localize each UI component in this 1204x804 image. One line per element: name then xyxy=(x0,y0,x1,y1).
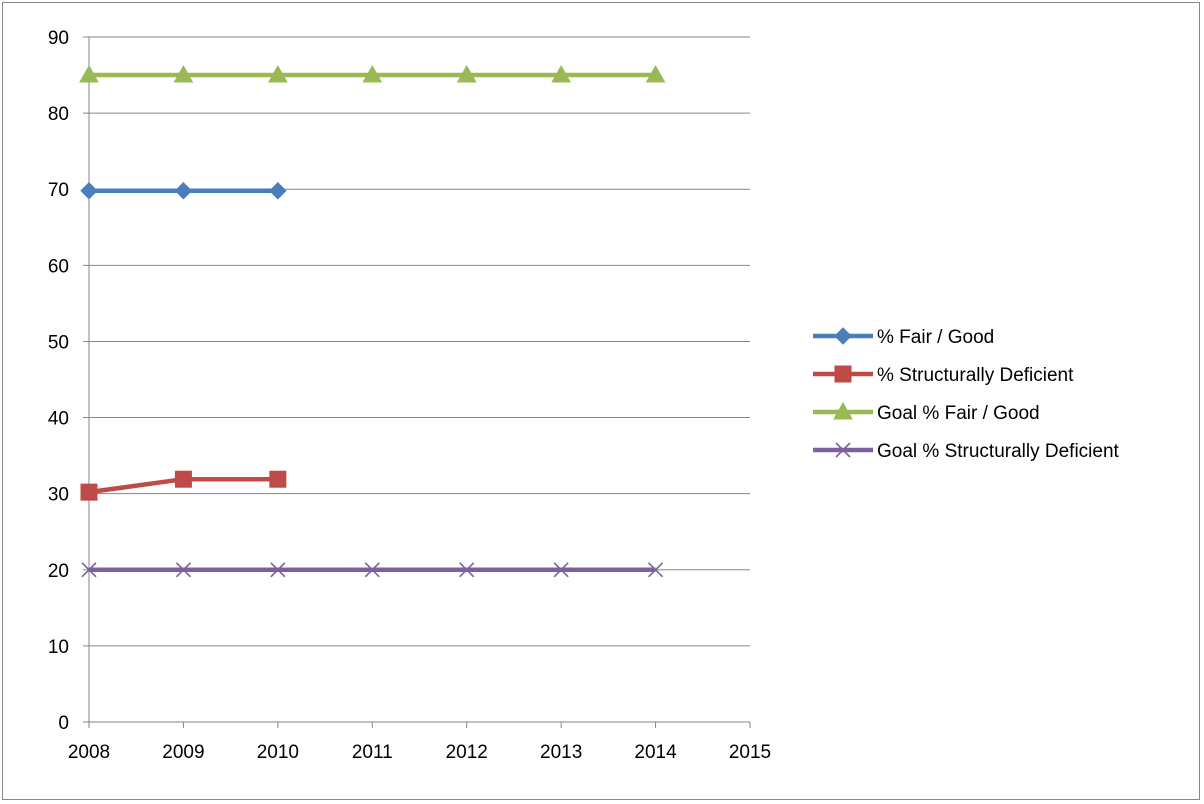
data-point-diamond xyxy=(834,327,852,345)
data-point-x-stroke xyxy=(459,562,475,578)
data-point-x xyxy=(553,562,569,578)
data-point-x-stroke xyxy=(270,562,286,578)
data-point-x xyxy=(648,562,664,578)
data-point-x-stroke xyxy=(81,562,97,578)
y-tick-label: 20 xyxy=(48,561,69,582)
data-point-triangle xyxy=(645,65,666,83)
x-tick-label: 2015 xyxy=(729,742,771,763)
x-tick-label: 2009 xyxy=(162,742,204,763)
axes: 0 10 20 30 40 50 60 70 80 90 2008 2009 2010 2011 2012 2… xyxy=(48,28,771,763)
legend-item: Goal % Structurally Deficient xyxy=(813,441,1120,462)
line-chart: 0 10 20 30 40 50 60 70 80 90 2008 2009 2010 2011 2012 2… xyxy=(48,28,1120,763)
series-3 xyxy=(81,562,664,578)
legend-item: % Structurally Deficient xyxy=(813,365,1074,386)
legend-label: Goal % Structurally Deficient xyxy=(877,441,1120,462)
data-point-triangle xyxy=(173,65,194,83)
legend-label: % Structurally Deficient xyxy=(877,365,1074,386)
series-0 xyxy=(80,182,287,200)
legend-item: % Fair / Good xyxy=(813,327,994,348)
data-point-triangle xyxy=(79,65,99,83)
x-tick-label: 2008 xyxy=(68,742,110,763)
x-tick-label: 2014 xyxy=(634,742,677,763)
data-point-square xyxy=(269,470,287,488)
y-tick-label: 60 xyxy=(48,256,69,277)
y-tick-label: 90 xyxy=(48,28,69,49)
gridlines xyxy=(89,36,750,647)
x-tick-label: 2012 xyxy=(446,742,488,763)
data-point-x xyxy=(835,442,851,458)
data-point-diamond xyxy=(269,182,287,200)
data-point-x-stroke xyxy=(175,562,191,578)
y-tick-label: 0 xyxy=(58,713,69,734)
data-point-x xyxy=(270,562,286,578)
y-tick-label: 30 xyxy=(48,485,69,506)
data-point-triangle xyxy=(362,65,383,83)
data-point-x-stroke xyxy=(553,562,569,578)
data-point-diamond xyxy=(174,182,193,200)
x-tick-label: 2013 xyxy=(540,742,582,763)
x-tick-label: 2011 xyxy=(352,742,393,763)
x-tick-label: 2010 xyxy=(257,742,299,763)
data-point-x-stroke xyxy=(835,442,851,458)
data-point-diamond xyxy=(80,182,98,200)
legend: % Fair / Good % Structurally Deficient Goa… xyxy=(813,327,1120,462)
y-tick-label: 50 xyxy=(48,332,69,353)
data-point-x xyxy=(459,562,475,578)
data-point-triangle xyxy=(456,65,477,83)
legend-item: Goal % Fair / Good xyxy=(813,401,1040,424)
data-point-x xyxy=(81,562,97,578)
y-tick-label: 10 xyxy=(48,637,69,658)
data-point-triangle xyxy=(268,65,288,83)
data-point-x xyxy=(364,562,380,578)
data-point-x-stroke xyxy=(364,562,380,578)
data-point-x xyxy=(175,562,191,578)
y-tick-label: 70 xyxy=(48,180,69,201)
series-1 xyxy=(80,470,287,501)
data-point-x-stroke xyxy=(648,562,664,578)
series-2 xyxy=(79,65,666,83)
legend-label: Goal % Fair / Good xyxy=(877,403,1040,424)
series-lines xyxy=(79,65,666,578)
data-point-square xyxy=(80,483,98,501)
data-point-triangle xyxy=(833,401,853,420)
data-point-triangle xyxy=(551,65,571,83)
y-tick-label: 80 xyxy=(48,104,69,125)
data-point-square xyxy=(174,470,192,488)
y-tick-label: 40 xyxy=(48,409,69,430)
data-point-square xyxy=(834,365,852,383)
legend-label: % Fair / Good xyxy=(877,327,994,348)
